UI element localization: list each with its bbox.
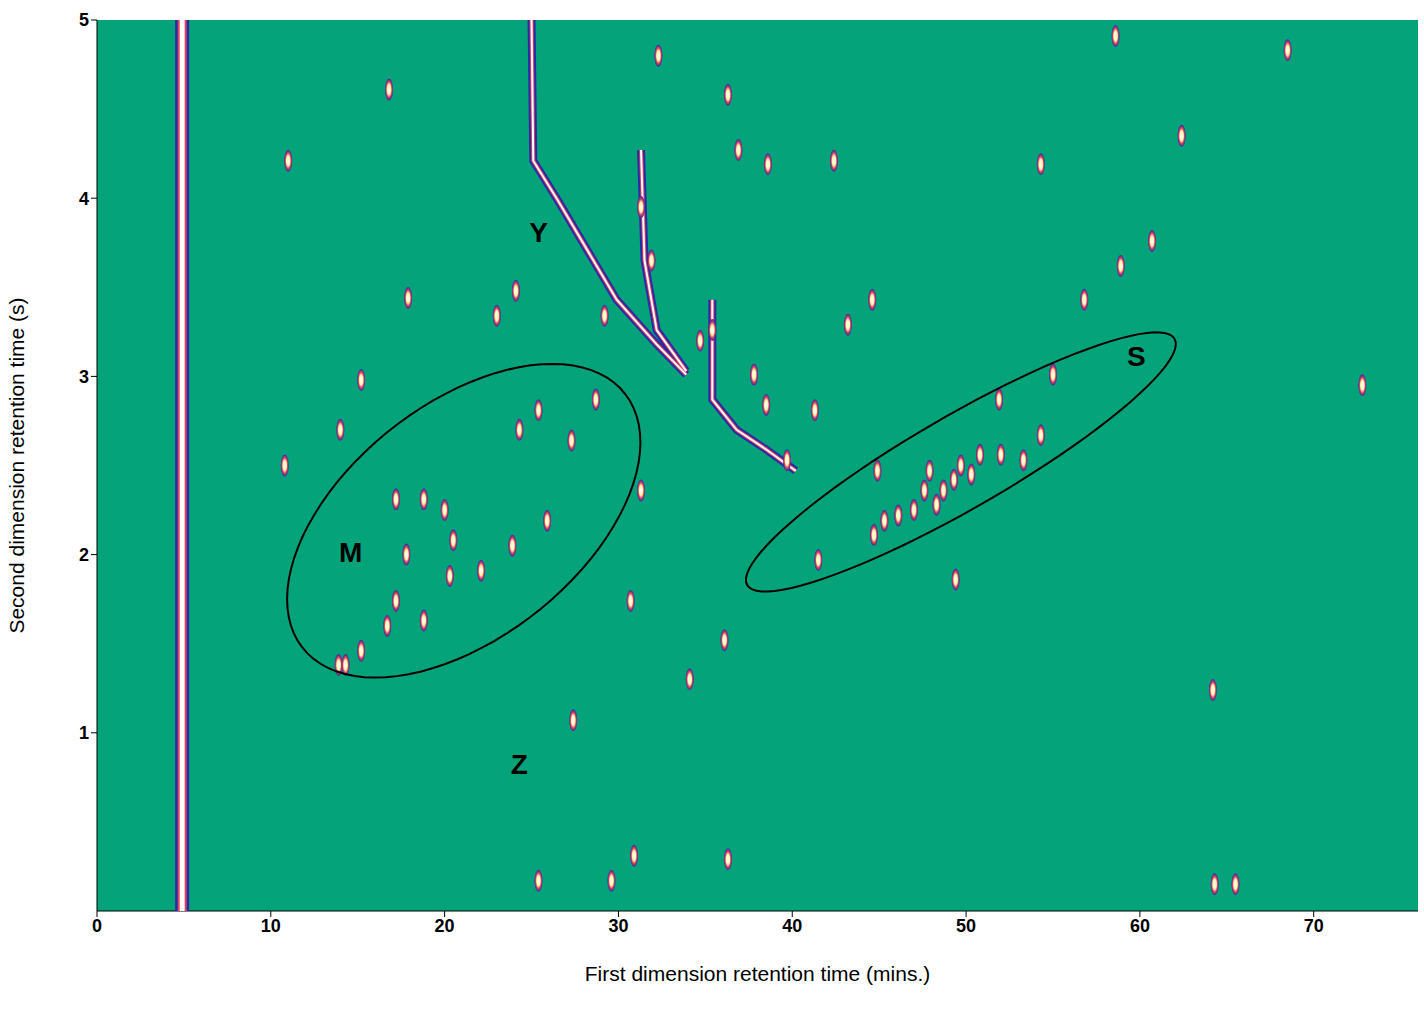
svg-text:20: 20 — [435, 916, 455, 936]
svg-text:Y: Y — [529, 217, 548, 248]
svg-text:1: 1 — [79, 723, 89, 743]
svg-text:30: 30 — [608, 916, 628, 936]
svg-text:40: 40 — [782, 916, 802, 936]
svg-text:Z: Z — [511, 749, 528, 780]
svg-text:60: 60 — [1130, 916, 1150, 936]
svg-text:50: 50 — [956, 916, 976, 936]
svg-text:3: 3 — [79, 367, 89, 387]
svg-text:S: S — [1127, 341, 1146, 372]
svg-text:M: M — [339, 537, 362, 568]
svg-text:4: 4 — [79, 189, 89, 209]
svg-text:0: 0 — [92, 916, 102, 936]
svg-text:First dimension retention time: First dimension retention time (mins.) — [585, 962, 930, 985]
svg-text:Second dimension retention tim: Second dimension retention time (s) — [5, 297, 28, 633]
svg-text:70: 70 — [1304, 916, 1324, 936]
svg-text:10: 10 — [261, 916, 281, 936]
svg-text:5: 5 — [79, 10, 89, 30]
svg-text:2: 2 — [79, 545, 89, 565]
